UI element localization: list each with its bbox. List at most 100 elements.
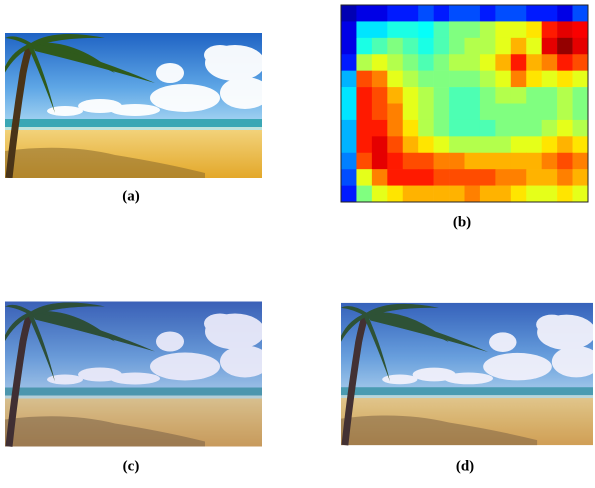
heat-cell (418, 169, 434, 186)
heat-cell (511, 136, 527, 153)
heat-cell (465, 169, 481, 186)
heat-cell (495, 153, 511, 170)
heat-cell (403, 136, 419, 153)
heat-cell (449, 71, 465, 88)
heat-cell (449, 87, 465, 104)
heat-cell (341, 169, 357, 186)
heat-cell (526, 71, 542, 88)
heat-cell (495, 54, 511, 71)
heat-cell (511, 104, 527, 121)
photo-processed (0, 302, 270, 447)
heat-cell (557, 21, 573, 38)
heat-cell (495, 87, 511, 104)
heat-cell (372, 136, 388, 153)
heat-cell (557, 5, 573, 22)
heat-cell (403, 38, 419, 55)
heat-cell (526, 87, 542, 104)
heat-cell (449, 5, 465, 22)
heat-cell (418, 87, 434, 104)
heat-cell (526, 38, 542, 55)
heat-cell (449, 186, 465, 203)
heat-cell (465, 5, 481, 22)
heat-cell (495, 71, 511, 88)
heat-cell (465, 54, 481, 71)
heat-cell (480, 104, 496, 121)
heat-cell (449, 153, 465, 170)
heat-cell (372, 21, 388, 38)
heat-cell (356, 5, 372, 22)
heat-cell (465, 21, 481, 38)
heat-cell (511, 21, 527, 38)
heat-cell (542, 136, 558, 153)
heat-cell (480, 71, 496, 88)
heat-cell (372, 104, 388, 121)
heat-cell (341, 186, 357, 203)
heat-cell (480, 5, 496, 22)
heat-cell (372, 153, 388, 170)
heat-cell (511, 87, 527, 104)
heat-cell (542, 5, 558, 22)
heat-cell (449, 120, 465, 137)
heat-cell (403, 169, 419, 186)
heat-cell (387, 71, 403, 88)
heat-cell (341, 120, 357, 137)
heat-cell (480, 21, 496, 38)
heat-cell (372, 120, 388, 137)
heat-cell (526, 104, 542, 121)
heat-cell (480, 54, 496, 71)
heat-cell (465, 71, 481, 88)
heat-cell (511, 54, 527, 71)
heat-cell (465, 38, 481, 55)
heat-cell (418, 186, 434, 203)
heat-cell (434, 21, 450, 38)
heat-cell (449, 54, 465, 71)
heat-cell (387, 153, 403, 170)
heat-cell (403, 87, 419, 104)
heat-cell (418, 21, 434, 38)
heat-cell (449, 104, 465, 121)
heat-cell (573, 21, 589, 38)
heat-cell (465, 120, 481, 137)
heat-cell (495, 120, 511, 137)
heat-cell (573, 186, 589, 203)
heat-cell (387, 21, 403, 38)
heat-cell (495, 169, 511, 186)
heat-cell (449, 169, 465, 186)
heat-cell (372, 186, 388, 203)
heat-cell (403, 104, 419, 121)
heat-cell (557, 104, 573, 121)
heat-cell (465, 186, 481, 203)
heat-cell (403, 5, 419, 22)
heat-cell (526, 136, 542, 153)
heat-cell (418, 38, 434, 55)
heat-cell (495, 5, 511, 22)
heat-cell (542, 54, 558, 71)
panel-label: (d) (456, 458, 474, 474)
heat-cell (465, 136, 481, 153)
heat-cell (356, 54, 372, 71)
heat-cell (480, 38, 496, 55)
heat-cell (434, 136, 450, 153)
heat-cell (557, 87, 573, 104)
heat-cell (418, 5, 434, 22)
heat-cell (526, 153, 542, 170)
heat-cell (526, 120, 542, 137)
heat-cell (542, 153, 558, 170)
heat-cell (557, 38, 573, 55)
heat-cell (434, 104, 450, 121)
heat-cell (387, 186, 403, 203)
heat-cell (495, 186, 511, 203)
heat-cell (542, 21, 558, 38)
heat-cell (449, 136, 465, 153)
heat-cell (434, 169, 450, 186)
heat-cell (557, 120, 573, 137)
heat-cell (573, 5, 589, 22)
heat-cell (434, 38, 450, 55)
heat-cell (465, 153, 481, 170)
heat-cell (526, 5, 542, 22)
heat-cell (542, 87, 558, 104)
heat-cell (418, 54, 434, 71)
heat-cell (573, 38, 589, 55)
heat-cell (341, 54, 357, 71)
heat-cell (356, 153, 372, 170)
